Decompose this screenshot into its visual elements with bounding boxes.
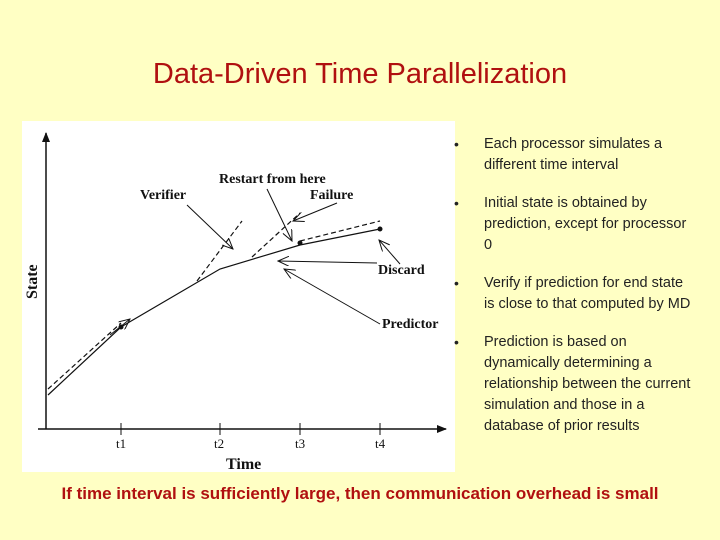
footer-note: If time interval is sufficiently large, … — [61, 484, 659, 503]
bullet-dot: • — [454, 136, 459, 152]
discard-label: Discard — [378, 263, 425, 278]
prediction-segment-3 — [251, 212, 301, 258]
bullet-item: • Initial state is obtained by predictio… — [452, 193, 692, 256]
diagram-svg: t1 t2 t3 t4 Time State Restart from here… — [24, 132, 447, 472]
bullet-text: Initial state is obtained by prediction,… — [484, 195, 687, 253]
trajectory-point-t3 — [297, 240, 303, 246]
slide-title: Data-Driven Time Parallelization — [152, 58, 568, 90]
prediction-segment-2 — [196, 220, 243, 282]
bullet-list: • Each processor simulates a different t… — [452, 134, 692, 454]
tick-label-t2: t2 — [214, 436, 224, 451]
discard-arrow-1 — [278, 261, 378, 263]
verifier-arrow — [186, 204, 233, 249]
restart-arrow — [266, 188, 292, 241]
processor-arrow — [109, 319, 130, 336]
failure-label: Failure — [310, 188, 353, 203]
predictor-arrow — [284, 269, 381, 325]
predictor-label: Predictor — [382, 317, 439, 332]
md-trajectory-line — [47, 228, 381, 396]
tick-label-t1: t1 — [116, 436, 126, 451]
bullet-item: • Prediction is based on dynamically det… — [452, 332, 692, 437]
bullet-dot: • — [454, 195, 459, 211]
verifier-label: Verifier — [140, 188, 186, 203]
y-axis-label: State — [24, 264, 41, 299]
bullet-text: Each processor simulates a different tim… — [484, 136, 663, 173]
prediction-segment-1 — [47, 322, 122, 390]
restart-label: Restart from here — [219, 172, 326, 187]
bullet-dot: • — [454, 275, 459, 291]
tick-label-t4: t4 — [375, 436, 386, 451]
x-axis-label: Time — [226, 456, 261, 472]
discard-arrow-2 — [379, 240, 401, 265]
tick-label-t3: t3 — [295, 436, 305, 451]
bullet-text: Verify if prediction for end state is cl… — [484, 275, 691, 312]
prediction-segment-4 — [299, 220, 381, 242]
trajectory-point-t4 — [377, 226, 383, 232]
bullet-item: • Verify if prediction for end state is … — [452, 273, 692, 315]
time-parallelization-diagram: t1 t2 t3 t4 Time State Restart from here… — [22, 121, 455, 472]
bullet-item: • Each processor simulates a different t… — [452, 134, 692, 176]
failure-arrow — [293, 202, 338, 221]
bullet-text: Prediction is based on dynamically deter… — [484, 334, 691, 434]
bullet-dot: • — [454, 334, 459, 350]
